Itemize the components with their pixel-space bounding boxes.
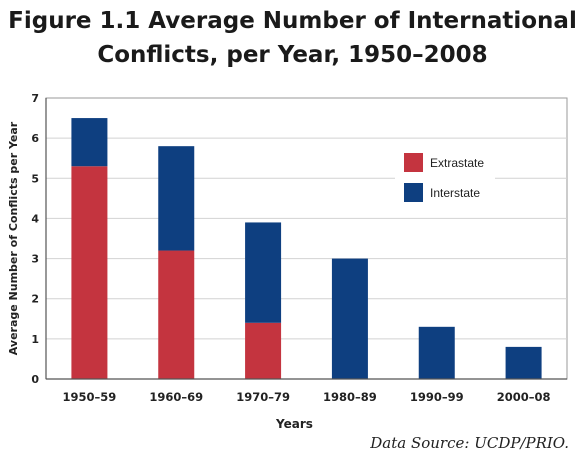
y-tick-label: 6 bbox=[31, 132, 39, 145]
plot-frame bbox=[45, 97, 568, 380]
legend-label-extrastate: Extrastate bbox=[430, 156, 484, 170]
y-tick-label: 3 bbox=[31, 253, 39, 266]
y-tick-label: 5 bbox=[31, 172, 39, 185]
chart-title-line2: Conflicts, per Year, 1950–2008 bbox=[97, 42, 488, 68]
chart-title-line1: Figure 1.1 Average Number of Internation… bbox=[8, 8, 577, 34]
bar-interstate-2 bbox=[245, 222, 282, 323]
y-tick-label: 1 bbox=[31, 333, 39, 346]
y-tick-label: 7 bbox=[31, 92, 39, 105]
bar-interstate-1 bbox=[158, 146, 195, 251]
bar-extrastate-2 bbox=[245, 322, 282, 379]
y-tick-label: 0 bbox=[31, 373, 39, 386]
legend: Extrastate Interstate bbox=[395, 146, 495, 204]
x-tick-label: 1970–79 bbox=[236, 390, 290, 404]
x-tick-label: 1950–59 bbox=[63, 390, 117, 404]
legend-swatch-interstate bbox=[404, 183, 423, 202]
legend-label-interstate: Interstate bbox=[430, 186, 480, 200]
x-axis-title: Years bbox=[275, 417, 313, 431]
bar-interstate-3 bbox=[331, 258, 368, 379]
legend-swatch-extrastate bbox=[404, 153, 423, 172]
x-tick-label: 1980–89 bbox=[323, 390, 377, 404]
bar-interstate-5 bbox=[505, 346, 542, 379]
y-tick-label: 4 bbox=[31, 212, 39, 225]
x-tick-label: 2000–08 bbox=[497, 390, 551, 404]
y-tick-label: 2 bbox=[31, 293, 39, 306]
bar-interstate-4 bbox=[418, 326, 455, 379]
x-tick-label: 1960–69 bbox=[149, 390, 203, 404]
bar-interstate-0 bbox=[71, 118, 108, 167]
bar-extrastate-1 bbox=[158, 250, 195, 379]
chart-title: Figure 1.1 Average Number of Internation… bbox=[0, 4, 585, 72]
data-source-note: Data Source: UCDP/PRIO. bbox=[370, 434, 569, 452]
bar-extrastate-0 bbox=[71, 166, 108, 379]
y-axis-title: Average Number of Conflicts per Year bbox=[7, 121, 20, 355]
x-tick-label: 1990–99 bbox=[410, 390, 464, 404]
